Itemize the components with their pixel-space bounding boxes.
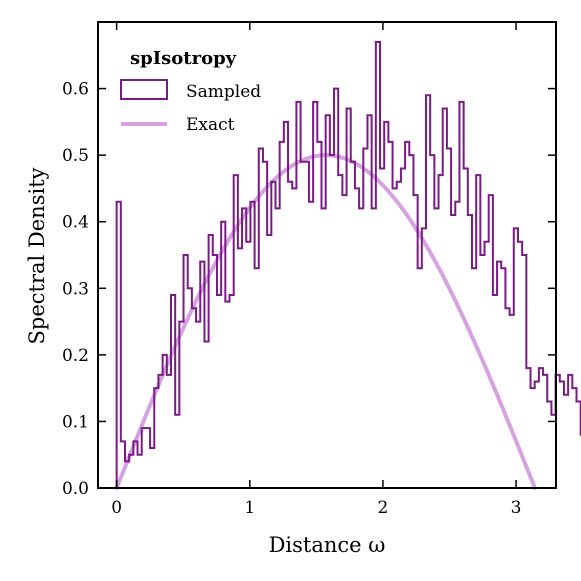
legend-label-exact: Exact <box>186 115 235 135</box>
x-axis-title: Distance ω <box>269 533 386 557</box>
x-tick-label: 1 <box>244 498 255 518</box>
y-tick-label: 0.2 <box>62 346 89 366</box>
y-axis-title: Spectral Density <box>25 167 49 344</box>
tick-labels: 0 1 2 3 0.0 0.1 0.2 0.3 0.4 0.5 0.6 <box>62 80 522 518</box>
axis-ticks <box>98 22 556 489</box>
y-tick-label: 0.0 <box>62 479 89 499</box>
x-tick-label: 0 <box>111 498 122 518</box>
y-tick-label: 0.1 <box>62 412 89 432</box>
y-tick-label: 0.6 <box>62 80 89 100</box>
legend: spIsotropy Sampled Exact <box>120 48 261 135</box>
x-tick-label: 3 <box>511 498 522 518</box>
y-tick-label: 0.3 <box>62 279 89 299</box>
x-tick-label: 2 <box>378 498 389 518</box>
plot-area <box>114 40 581 490</box>
plot-frame <box>97 21 557 489</box>
y-tick-label: 0.5 <box>62 146 89 166</box>
legend-swatch-sampled <box>120 79 168 100</box>
legend-title: spIsotropy <box>130 48 237 69</box>
y-tick-label: 0.4 <box>62 213 89 233</box>
legend-label-sampled: Sampled <box>186 82 261 102</box>
sampled-histogram <box>115 40 581 488</box>
